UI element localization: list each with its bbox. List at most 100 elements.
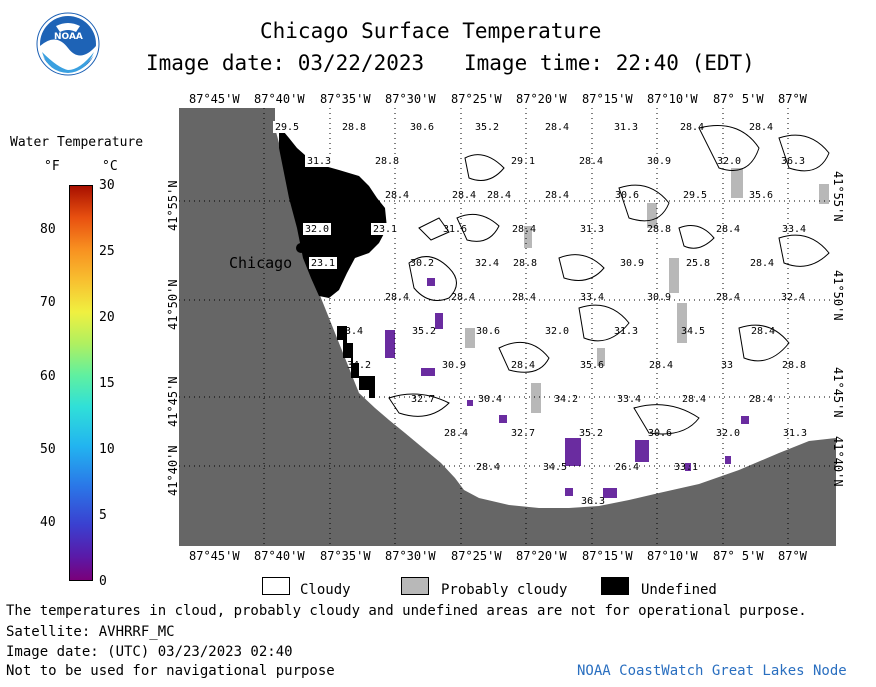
temperature-label: 33.4 bbox=[782, 224, 806, 235]
temperature-label: 28.4 bbox=[716, 292, 740, 303]
temperature-label: 33.4 bbox=[339, 326, 363, 337]
map-canvas: 29.5 28.8 30.6 35.2 28.4 31.3 28.4 28.4 31.3 28.8… bbox=[179, 108, 836, 546]
legend-undefined-swatch bbox=[601, 577, 629, 595]
lon-tick-bottom: 87°10'W bbox=[647, 549, 698, 563]
temperature-label: 29.5 bbox=[683, 190, 707, 201]
temperature-label: 23.1 bbox=[373, 224, 397, 235]
temperature-label: 30.9 bbox=[647, 156, 671, 167]
temperature-label: 32.4 bbox=[475, 258, 499, 269]
lat-tick-left: 41°40'N bbox=[166, 445, 180, 496]
lon-tick-bottom: 87°30'W bbox=[385, 549, 436, 563]
footer-utc-date: Image date: (UTC) 03/23/2023 02:40 bbox=[6, 644, 293, 660]
temperature-label: 23.1 bbox=[311, 258, 335, 269]
chicago-marker bbox=[296, 243, 306, 253]
scale-title: Water Temperature bbox=[10, 135, 144, 150]
footer-satellite: Satellite: AVHRRF_MC bbox=[6, 624, 175, 640]
lon-tick-bottom: 87°20'W bbox=[516, 549, 567, 563]
temperature-label: 28.4 bbox=[749, 122, 773, 133]
temperature-label: 29.1 bbox=[511, 156, 535, 167]
temperature-label: 30.2 bbox=[410, 258, 434, 269]
temperature-label: 30.6 bbox=[615, 190, 639, 201]
temperature-label: 29.5 bbox=[275, 122, 299, 133]
legend-probably-cloudy-swatch bbox=[401, 577, 429, 595]
temperature-label: 30.4 bbox=[478, 394, 502, 405]
undefined-region bbox=[279, 126, 387, 298]
temperature-label: 28.4 bbox=[512, 224, 536, 235]
temperature-label: 31.3 bbox=[580, 224, 604, 235]
lon-tick-bottom: 87°45'W bbox=[189, 549, 240, 563]
scale-tick-c: 15 bbox=[99, 376, 115, 391]
temperature-label: 28.4 bbox=[680, 122, 704, 133]
temperature-label: 28.4 bbox=[751, 326, 775, 337]
lon-tick-top: 87°15'W bbox=[582, 92, 633, 106]
probably-cloudy-patches bbox=[465, 168, 829, 413]
image-date: Image date: 03/22/2023 bbox=[146, 51, 425, 75]
temperature-label: 28.4 bbox=[451, 292, 475, 303]
temperature-label: 32.7 bbox=[411, 394, 435, 405]
temperature-label: 28.4 bbox=[750, 258, 774, 269]
temperature-label: 26.4 bbox=[615, 462, 639, 473]
temperature-label: 34.2 bbox=[347, 360, 371, 371]
temperature-labels: 29.5 28.8 30.6 35.2 28.4 31.3 28.4 28.4 31.3 28.8… bbox=[273, 121, 807, 507]
scale-tick-c: 0 bbox=[99, 574, 107, 589]
lat-lon-grid bbox=[179, 108, 836, 546]
temperature-label: 31.3 bbox=[614, 326, 638, 337]
temperature-label: 33.4 bbox=[580, 292, 604, 303]
temperature-label-bg bbox=[303, 223, 331, 235]
temperature-label: 28.8 bbox=[375, 156, 399, 167]
scale-tick-c: 20 bbox=[99, 310, 115, 325]
lat-tick-left: 41°55'N bbox=[166, 180, 180, 231]
lon-tick-top: 87°20'W bbox=[516, 92, 567, 106]
temperature-label-bg bbox=[340, 121, 368, 133]
temperature-label-bg bbox=[273, 121, 301, 133]
lat-tick-left: 41°50'N bbox=[166, 279, 180, 330]
temperature-label: 32.0 bbox=[716, 428, 740, 439]
page-title: Chicago Surface Temperature bbox=[260, 19, 602, 43]
scale-tick-c: 30 bbox=[99, 178, 115, 193]
scale-tick-f: 60 bbox=[40, 368, 56, 384]
lon-tick-bottom: 87°40'W bbox=[254, 549, 305, 563]
temperature-label: 31.3 bbox=[783, 428, 807, 439]
temperature-label: 28.8 bbox=[342, 122, 366, 133]
temperature-label: 28.4 bbox=[452, 190, 476, 201]
temperature-label: 32.0 bbox=[305, 224, 329, 235]
logo-text: NOAA bbox=[54, 32, 83, 42]
temperature-label: 28.8 bbox=[782, 360, 806, 371]
temperature-label: 30.9 bbox=[647, 292, 671, 303]
lat-tick-right: 41°50'N bbox=[831, 270, 845, 321]
temperature-label: 32.0 bbox=[717, 156, 741, 167]
footer-credit: NOAA CoastWatch Great Lakes Node bbox=[577, 663, 847, 679]
temperature-label: 28.4 bbox=[512, 292, 536, 303]
land-shore bbox=[179, 108, 836, 546]
footer-disclaimer: The temperatures in cloud, probably clou… bbox=[6, 603, 807, 619]
temperature-label: 32.4 bbox=[781, 292, 805, 303]
lat-tick-left: 41°45'N bbox=[166, 376, 180, 427]
noaa-logo: NOAA bbox=[36, 12, 100, 76]
lon-tick-bottom: 87°35'W bbox=[320, 549, 371, 563]
city-label: Chicago bbox=[229, 254, 293, 272]
temperature-label: 28.4 bbox=[476, 462, 500, 473]
temperature-label: 34.2 bbox=[554, 394, 578, 405]
lon-tick-top: 87° 5'W bbox=[713, 92, 764, 106]
temperature-label: 32.0 bbox=[545, 326, 569, 337]
temperature-label: 30.6 bbox=[410, 122, 434, 133]
scale-f-unit: °F bbox=[44, 159, 60, 174]
temperature-label: 28.4 bbox=[444, 428, 468, 439]
temperature-label: 28.4 bbox=[649, 360, 673, 371]
scale-tick-f: 40 bbox=[40, 515, 56, 531]
temperature-label: 34.5 bbox=[681, 326, 705, 337]
scale-tick-c: 25 bbox=[99, 244, 115, 259]
lon-tick-bottom: 87°15'W bbox=[582, 549, 633, 563]
temperature-label: 30.9 bbox=[442, 360, 466, 371]
footer-nav-warning: Not to be used for navigational purpose bbox=[6, 663, 335, 679]
temperature-label: 28.4 bbox=[682, 394, 706, 405]
temperature-label: 36.3 bbox=[781, 156, 805, 167]
lon-tick-bottom: 87°W bbox=[778, 549, 807, 563]
scale-tick-f: 70 bbox=[40, 295, 56, 311]
scale-c-unit: °C bbox=[102, 159, 118, 174]
scale-tick-c: 5 bbox=[99, 508, 107, 523]
temperature-label: 35.6 bbox=[580, 360, 604, 371]
temperature-label-bg bbox=[373, 155, 401, 167]
legend-cloudy-swatch bbox=[262, 577, 290, 595]
temperature-label: 28.4 bbox=[749, 394, 773, 405]
